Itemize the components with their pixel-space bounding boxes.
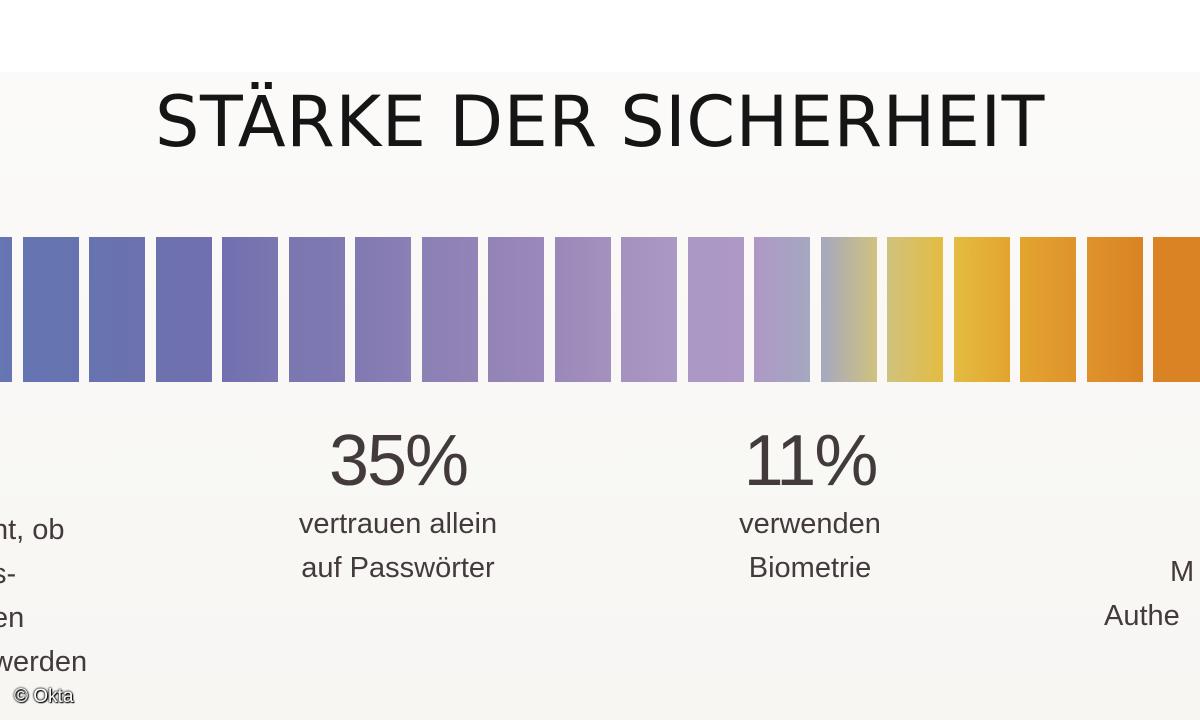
scale-bar xyxy=(0,237,12,382)
scale-bar xyxy=(488,237,544,382)
right-stat-text-cropped: M Authe xyxy=(1104,550,1194,638)
scale-bar xyxy=(554,237,611,382)
stat-passwords-line-1: vertrauen allein xyxy=(298,508,498,540)
scale-bar xyxy=(155,237,212,382)
scale-bar xyxy=(820,237,877,382)
scale-bar xyxy=(1020,237,1076,382)
scale-bar xyxy=(421,237,478,382)
stat-passwords: 35% vertrauen allein auf Passwörter xyxy=(248,420,548,590)
stat-passwords-line-2: auf Passwörter xyxy=(301,552,495,584)
scale-bar xyxy=(22,237,79,382)
scale-bar xyxy=(953,237,1010,382)
left-stat-text-cropped: nt, ob s- en werden xyxy=(0,508,87,684)
stat-biometrics-percent: 11% xyxy=(743,421,879,501)
left-text-line-2: s- xyxy=(0,558,17,590)
scale-bar xyxy=(887,237,943,382)
stat-biometrics-line-1: verwenden xyxy=(739,508,881,540)
stat-passwords-percent: 35% xyxy=(328,421,469,501)
scale-bar xyxy=(1153,237,1200,382)
security-scale-bars xyxy=(0,237,1200,382)
left-text-line-4: werden xyxy=(0,646,88,678)
stat-biometrics: 11% verwenden Biometrie xyxy=(660,420,960,590)
left-text-line-3: en xyxy=(0,602,25,634)
stat-biometrics-line-2: Biometrie xyxy=(748,552,872,584)
scale-bar xyxy=(687,237,744,382)
left-text-line-1: nt, ob xyxy=(0,514,65,546)
right-text-line-1: M xyxy=(1170,556,1195,588)
scale-bar xyxy=(89,237,145,382)
scale-bar xyxy=(754,237,810,382)
right-text-line-2: Authe xyxy=(1104,600,1180,632)
scale-bar xyxy=(222,237,278,382)
page-title: STÄRKE DER SICHERHEIT xyxy=(155,81,1045,163)
scale-bar xyxy=(288,237,345,382)
scale-bar xyxy=(621,237,677,382)
scale-bar xyxy=(355,237,411,382)
infographic-panel xyxy=(0,72,1200,720)
copyright-notice: © Okta xyxy=(14,686,74,707)
scale-bar xyxy=(1086,237,1143,382)
